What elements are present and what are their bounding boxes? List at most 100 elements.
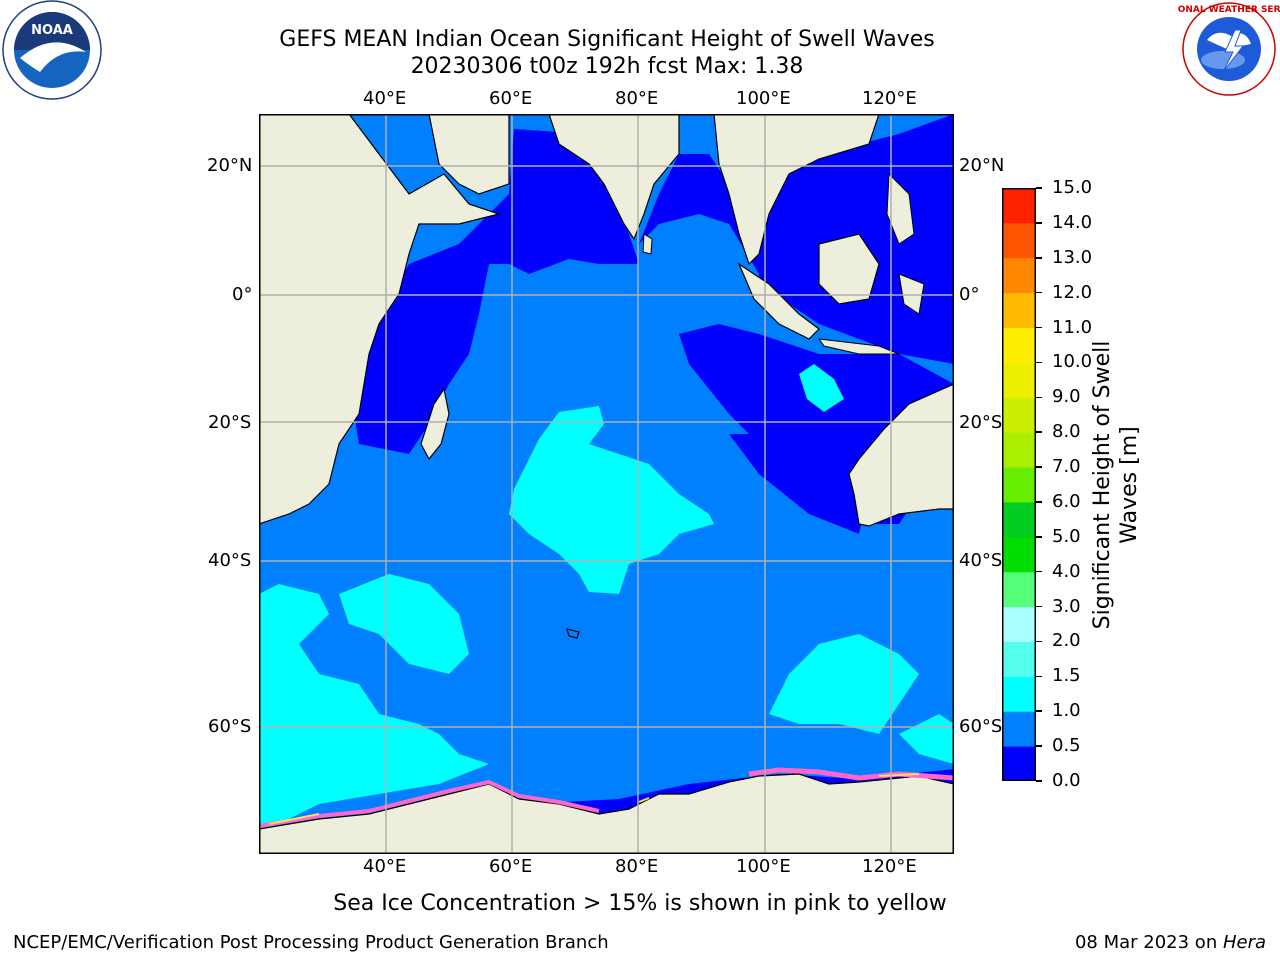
colorbar-tick-mark bbox=[1036, 396, 1042, 399]
colorbar-tick-label: 10.0 bbox=[1052, 351, 1093, 373]
lat-label-right: 20°N bbox=[959, 155, 1005, 176]
colorbar-tick-label: 9.0 bbox=[1052, 386, 1081, 408]
colorbar-tick-label: 14.0 bbox=[1052, 211, 1093, 233]
colorbar-tick-label: 0.0 bbox=[1052, 770, 1081, 791]
low-swell-north bbox=[351, 129, 639, 454]
colorbar-tick-mark bbox=[1036, 640, 1042, 643]
colorbar-tick-label: 4.0 bbox=[1052, 560, 1081, 582]
colorbar-label-line2: Waves [m] bbox=[1117, 426, 1142, 544]
high-swell-southwest bbox=[259, 584, 489, 834]
colorbar-tick-label: 0.5 bbox=[1052, 735, 1081, 757]
footer-host: Hera bbox=[1222, 932, 1266, 953]
colorbar-tick-mark bbox=[1036, 536, 1042, 538]
gridlines bbox=[259, 114, 954, 854]
colorbar-band bbox=[1002, 222, 1036, 259]
colorbar-tick-mark bbox=[1036, 257, 1042, 259]
colorbar-tick-mark bbox=[1036, 780, 1042, 782]
island-kerguelen bbox=[566, 628, 580, 639]
footer-date: 08 Mar 2023 on Hera bbox=[1075, 932, 1266, 953]
high-swell-central bbox=[509, 406, 714, 594]
lat-label-right: 0° bbox=[959, 284, 980, 305]
noaa-logo-text: NOAA bbox=[31, 23, 73, 38]
lat-label-left: 20°N bbox=[207, 155, 253, 176]
chart-title: GEFS MEAN Indian Ocean Significant Heigh… bbox=[279, 27, 935, 52]
svg-text:NATIONAL WEATHER SERVICE: NATIONAL WEATHER SERVICE bbox=[1177, 5, 1280, 15]
nws-logo: NATIONAL WEATHER SERVICE bbox=[1154, 0, 1280, 98]
footer-date-text: 08 Mar 2023 on bbox=[1074, 932, 1223, 953]
caption: Sea Ice Concentration > 15% is shown in … bbox=[333, 891, 947, 916]
colorbar-tick-label: 3.0 bbox=[1052, 595, 1081, 617]
lon-label-bottom: 100°E bbox=[736, 856, 791, 877]
colorbar-band bbox=[1002, 467, 1036, 503]
land-philippines bbox=[886, 172, 915, 245]
colorbar-band bbox=[1002, 327, 1036, 363]
map-plot bbox=[259, 114, 954, 854]
footer-credit: NCEP/EMC/Verification Post Processing Pr… bbox=[13, 932, 609, 953]
colorbar-tick-label: 8.0 bbox=[1052, 421, 1081, 443]
lat-label-left: 40°S bbox=[208, 550, 252, 571]
colorbar-tick-label: 1.0 bbox=[1052, 700, 1081, 722]
lon-label-top: 60°E bbox=[489, 88, 533, 109]
colorbar-tick-mark bbox=[1036, 745, 1042, 747]
colorbar-tick-label: 13.0 bbox=[1052, 246, 1093, 268]
land-madagascar bbox=[420, 387, 450, 461]
lat-label-right: 20°S bbox=[959, 412, 1003, 433]
colorbar-band bbox=[1002, 397, 1036, 433]
colorbar-band bbox=[1002, 501, 1036, 538]
lon-label-bottom: 40°E bbox=[363, 856, 407, 877]
lat-label-left: 60°S bbox=[208, 716, 252, 737]
low-swell-southeast bbox=[729, 434, 879, 534]
lat-label-right: 40°S bbox=[959, 550, 1003, 571]
lat-label-right: 60°S bbox=[959, 716, 1003, 737]
colorbar-tick-mark bbox=[1036, 361, 1042, 364]
land-sumatra bbox=[737, 262, 820, 340]
colorbar-band bbox=[1002, 257, 1036, 294]
land-sulawesi bbox=[898, 273, 925, 315]
land-borneo bbox=[818, 233, 880, 305]
high-swell-islands bbox=[799, 364, 844, 412]
lon-label-bottom: 120°E bbox=[862, 856, 917, 877]
land-se-asia bbox=[713, 114, 880, 266]
lon-label-bottom: 80°E bbox=[615, 856, 659, 877]
colorbar-tick-mark bbox=[1036, 291, 1042, 294]
colorbar-tick-mark bbox=[1036, 187, 1042, 189]
colorbar-band bbox=[1002, 292, 1036, 329]
colorbar-band bbox=[1002, 746, 1036, 781]
lat-label-left: 20°S bbox=[208, 412, 252, 433]
lon-label-top: 80°E bbox=[615, 88, 659, 109]
colorbar-tick-label: 7.0 bbox=[1052, 456, 1081, 478]
high-swell-southeast bbox=[769, 634, 919, 734]
colorbar-band bbox=[1002, 606, 1036, 642]
colorbar-tick-mark bbox=[1036, 710, 1042, 712]
lon-label-top: 120°E bbox=[862, 88, 917, 109]
colorbar-tick-mark bbox=[1036, 222, 1042, 224]
colorbar-tick-mark bbox=[1036, 675, 1042, 678]
land-java bbox=[817, 338, 900, 355]
colorbar-tick-mark bbox=[1036, 501, 1042, 503]
lon-label-bottom: 60°E bbox=[489, 856, 533, 877]
noaa-logo: NOAA bbox=[0, 0, 104, 104]
colorbar-band bbox=[1002, 536, 1036, 573]
colorbar-band bbox=[1002, 711, 1036, 747]
land-arabia bbox=[428, 114, 510, 195]
colorbar-tick-mark bbox=[1036, 605, 1042, 608]
colorbar-band bbox=[1002, 676, 1036, 712]
colorbar-tick-mark bbox=[1036, 326, 1042, 329]
colorbar-tick-label: 2.0 bbox=[1052, 630, 1081, 652]
colorbar-tick-label: 12.0 bbox=[1052, 281, 1093, 303]
high-swell-sw-patch bbox=[339, 574, 469, 674]
colorbar-tick-label: 6.0 bbox=[1052, 490, 1081, 512]
colorbar-band bbox=[1002, 432, 1036, 468]
land-srilanka bbox=[642, 233, 653, 255]
colorbar-tick-mark bbox=[1036, 570, 1042, 573]
colorbar-band bbox=[1002, 571, 1036, 608]
lon-label-top: 100°E bbox=[736, 88, 791, 109]
colorbar-band bbox=[1002, 362, 1036, 398]
land-india bbox=[548, 114, 680, 241]
colorbar-tick-label: 15.0 bbox=[1052, 177, 1093, 198]
sea-ice-yellow bbox=[268, 773, 920, 825]
colorbar-tick-label: 1.5 bbox=[1052, 665, 1081, 687]
lat-label-left: 0° bbox=[232, 284, 253, 305]
colorbar-tick-mark bbox=[1036, 466, 1042, 468]
chart-subtitle: 20230306 t00z 192h fcst Max: 1.38 bbox=[410, 54, 804, 79]
